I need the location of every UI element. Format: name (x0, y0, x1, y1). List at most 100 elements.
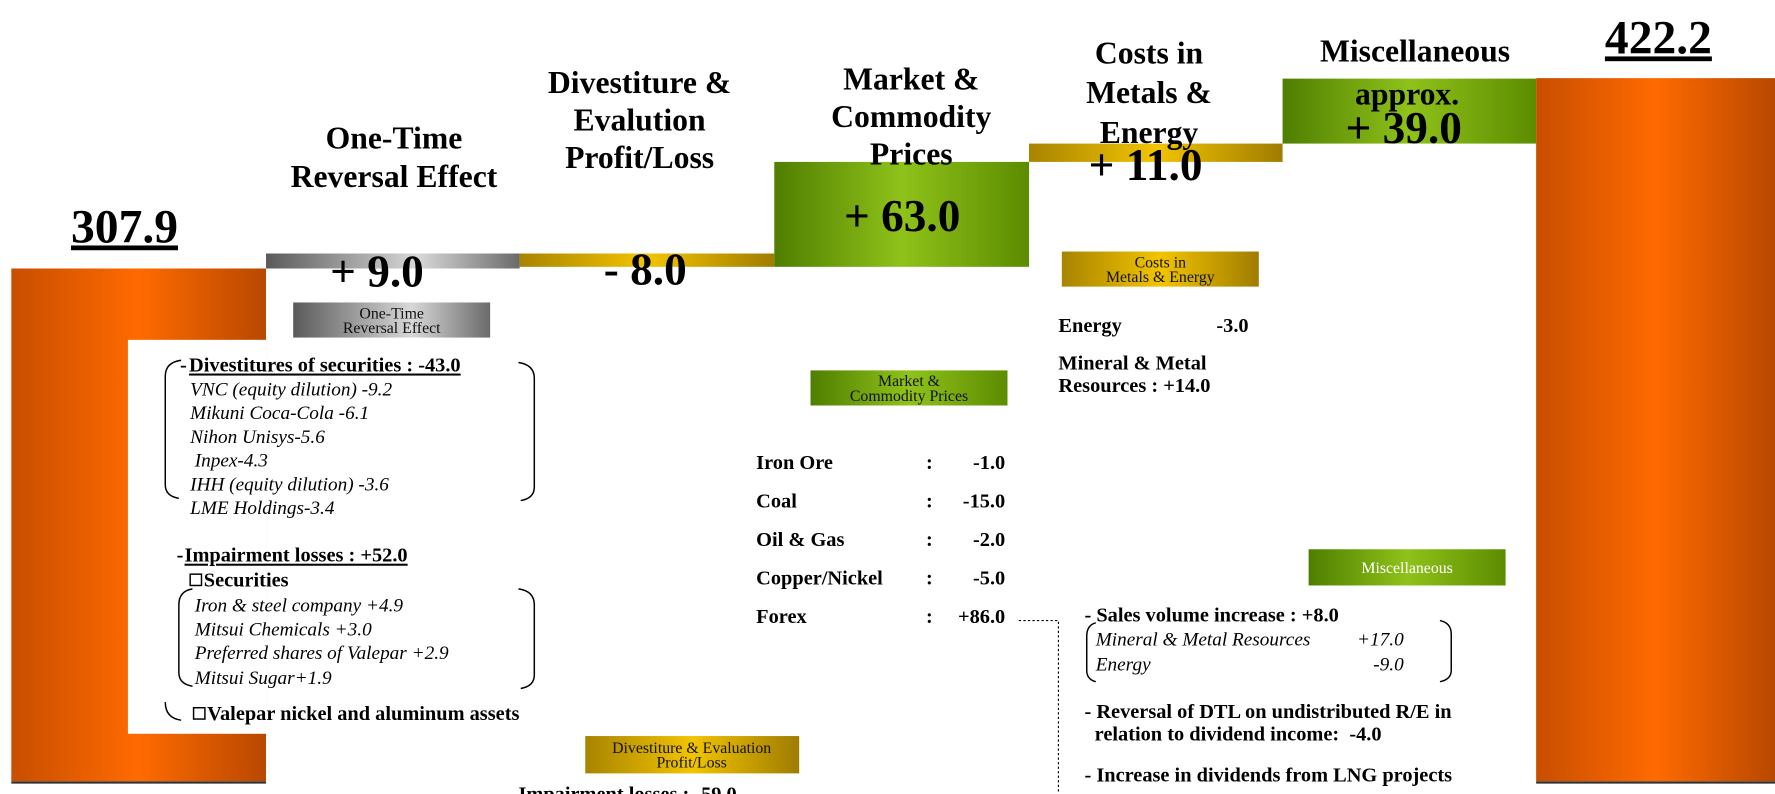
text-line: relation to dividend income: -4.0 (1084, 724, 1381, 746)
detail-value: -15.0 (963, 490, 1005, 512)
caption: One-Time Reversal Effect (343, 305, 441, 337)
value-label: + 9.0 (330, 247, 424, 297)
detail-heading: Impairment losses : +52.0 (185, 545, 408, 567)
category-header: Costs in Metals & Energy (1086, 36, 1212, 150)
step-bar (1282, 78, 1537, 144)
checkbox-icon (189, 573, 203, 587)
text-line: Profit/Loss (656, 755, 726, 772)
market-details: Iron Ore: -1.0 Coal: -15.0 Oil & Gas: -2.0 Cop… (756, 452, 1005, 628)
dotted-connector (1018, 620, 1060, 794)
detail-heading: - Increase in dividends from LNG project… (1084, 764, 1452, 786)
step-bar (1029, 143, 1283, 162)
caption-box (1061, 251, 1259, 287)
bracket (1085, 622, 1097, 683)
text-line: Divestiture & (548, 65, 731, 100)
detail-value: +17.0 (1357, 629, 1404, 650)
detail-item: Mitsui Sugar+1.9 (194, 668, 332, 689)
text-line: Reversal Effect (343, 320, 441, 337)
text-line: Evalution (574, 102, 706, 137)
bracket (164, 702, 182, 721)
checkbox-icon (192, 707, 206, 720)
detail-item: IHH (equity dilution) -3.6 (189, 474, 389, 495)
detail-heading: - Reversal of DTL on undistributed R/E i… (1084, 701, 1452, 746)
caption-box (293, 302, 491, 338)
detail-value: -1.0 (973, 452, 1005, 474)
start-label: 307.9 (71, 201, 178, 253)
detail-label: Mineral & Metal Resources : +14.0 (1058, 352, 1210, 397)
detail-label: Oil & Gas (756, 529, 844, 551)
detail-item: Mitsui Chemicals +3.0 (194, 619, 372, 640)
dash: - (180, 355, 187, 377)
text-line: One-Time (359, 305, 424, 322)
text-line: Energy (1100, 115, 1199, 150)
step-bar (519, 253, 775, 267)
panel (127, 339, 267, 734)
text-line: Metals & (1086, 75, 1212, 110)
caption-box (1308, 549, 1506, 586)
caption: Divestiture & Evaluation Profit/Loss (612, 740, 771, 772)
value-label: - 8.0 (604, 244, 687, 294)
text-line: - Reversal of DTL on undistributed R/E i… (1084, 701, 1452, 723)
detail-item: Mikuni Coca-Cola -6.1 (189, 403, 369, 424)
category-header: One-Time Reversal Effect (291, 121, 498, 194)
text-line: Resources : +14.0 (1058, 375, 1210, 397)
caption-box (585, 736, 800, 774)
text-line: Commodity Prices (850, 388, 968, 405)
detail-value: -5.0 (973, 567, 1005, 589)
detail-label: Copper/Nickel (756, 567, 883, 589)
detail-label: Coal (756, 490, 797, 512)
detail-colon: : (926, 452, 933, 474)
caption: Costs in Metals & Energy (1106, 254, 1215, 286)
text-line: Reversal Effect (291, 159, 498, 194)
detail-colon: : (926, 567, 933, 589)
detail-label: Iron Ore (756, 452, 833, 474)
text-line: Profit/Loss (565, 140, 714, 175)
detail-colon: : (926, 490, 933, 512)
end-bar (1536, 78, 1775, 782)
detail-subheading: Valepar nickel and aluminum assets (207, 703, 519, 725)
bracket (164, 359, 182, 500)
value-label: + 11.0 (1089, 140, 1203, 190)
detail-item: Mineral & Metal Resources (1095, 629, 1311, 650)
detail-item: VNC (equity dilution) -9.2 (190, 379, 392, 400)
step-bar (266, 253, 520, 269)
text-line: Metals & Energy (1106, 269, 1215, 286)
detail-item: Preferred shares of Valepar +2.9 (194, 643, 449, 664)
detail-colon: : (926, 606, 933, 628)
category-header: Market & Commodity Prices (831, 62, 991, 172)
detail-heading: - Sales volume increase : +8.0 (1084, 605, 1338, 627)
detail-colon: : (926, 529, 933, 551)
bracket (1439, 619, 1452, 683)
value-label: + 63.0 (844, 191, 960, 241)
bracket (178, 588, 193, 687)
text-line: Divestiture & Evaluation (612, 740, 771, 757)
text-line: Market & (843, 62, 979, 97)
text-line: Commodity (831, 99, 991, 134)
detail-item: Nihon Unisys-5.6 (189, 427, 325, 448)
bracket (518, 361, 536, 502)
detail-heading: Impairment losses : -59.0 (518, 784, 736, 794)
text-line: Costs in (1095, 36, 1204, 71)
bracket (518, 588, 536, 690)
text-line: Prices (870, 136, 953, 171)
text-line: One-Time (326, 121, 463, 156)
dash: - (177, 545, 184, 567)
detail-heading: Divestitures of securities : -43.0 (189, 355, 461, 377)
text-line: Costs in (1135, 254, 1187, 271)
detail-label: Forex (756, 606, 807, 628)
detail-item: LME Holdings-3.4 (189, 498, 335, 519)
caption-box (810, 370, 1008, 406)
detail-item: Inpex-4.3 (194, 451, 268, 472)
detail-item: Energy (1095, 654, 1151, 675)
value-label: + 39.0 (1346, 103, 1462, 153)
text-line: Mineral & Metal (1058, 352, 1206, 374)
category-header: Miscellaneous (1320, 33, 1510, 68)
category-header: Divestiture & Evalution Profit/Loss (548, 65, 731, 175)
caption: Miscellaneous (1361, 560, 1452, 577)
detail-value: +86.0 (958, 606, 1005, 628)
annotation: approx. (1355, 76, 1459, 111)
detail-value: -2.0 (973, 529, 1005, 551)
detail-label: Energy (1058, 315, 1121, 337)
detail-item: Iron & steel company +4.9 (194, 596, 404, 617)
